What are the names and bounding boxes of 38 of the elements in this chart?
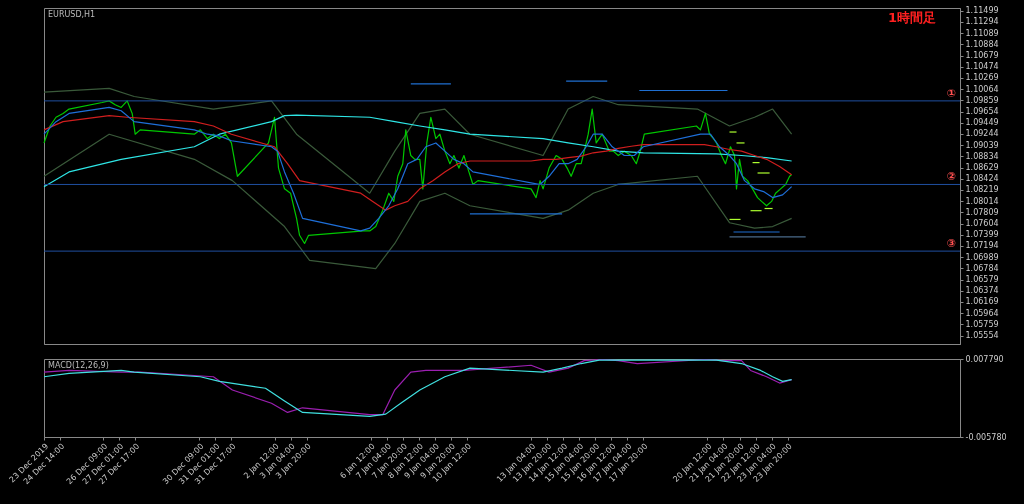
y-tick-label: 1.08629 xyxy=(965,163,999,173)
y-tick-label: 1.11499 xyxy=(965,6,999,16)
y-tick-label: 1.08219 xyxy=(965,185,999,195)
y-tick-label: 1.07809 xyxy=(965,207,999,217)
y-tick-label: 1.06579 xyxy=(965,275,999,285)
ref-line-label: ③ xyxy=(946,237,956,251)
y-tick-label: 1.07194 xyxy=(965,241,999,251)
ref-line-label: ② xyxy=(946,170,956,184)
y-tick-label: -0.005780 xyxy=(965,432,1007,442)
y-tick-label: 1.06784 xyxy=(965,263,999,273)
y-tick-label: 1.10884 xyxy=(965,39,999,49)
y-tick-label: 1.05759 xyxy=(965,319,999,329)
y-tick-label: 1.08424 xyxy=(965,174,999,184)
y-tick-label: 1.07604 xyxy=(965,219,999,229)
y-tick-label: 1.11294 xyxy=(965,17,999,27)
y-tick-label: 0.007790 xyxy=(965,354,1004,364)
y-tick-label: 1.09654 xyxy=(965,107,999,117)
y-tick-label: 1.05964 xyxy=(965,308,999,318)
y-tick-label: 1.07399 xyxy=(965,230,999,240)
y-tick-label: 1.11089 xyxy=(965,28,999,38)
y-tick-label: 1.10679 xyxy=(965,51,999,61)
y-tick-label: 1.10064 xyxy=(965,84,999,94)
y-tick-label: 1.09449 xyxy=(965,118,999,128)
chart-title: EURUSD,H1 xyxy=(48,10,96,19)
y-tick-label: 1.10269 xyxy=(965,73,999,83)
y-tick-label: 1.08834 xyxy=(965,151,999,161)
y-tick-label: 1.09039 xyxy=(965,140,999,150)
y-tick-label: 1.10474 xyxy=(965,62,999,72)
annotation: 1時間足 xyxy=(887,10,936,25)
chart-title: MACD(12,26,9) xyxy=(48,361,109,370)
y-tick-label: 1.06169 xyxy=(965,297,999,307)
y-tick-label: 1.06989 xyxy=(965,252,999,262)
y-tick-label: 1.09244 xyxy=(965,129,999,139)
y-tick-label: 1.05554 xyxy=(965,331,999,341)
y-tick-label: 1.08014 xyxy=(965,196,999,206)
y-tick-label: 1.06374 xyxy=(965,286,999,296)
ref-line-label: ① xyxy=(946,86,956,100)
y-tick-label: 1.09859 xyxy=(965,95,999,105)
